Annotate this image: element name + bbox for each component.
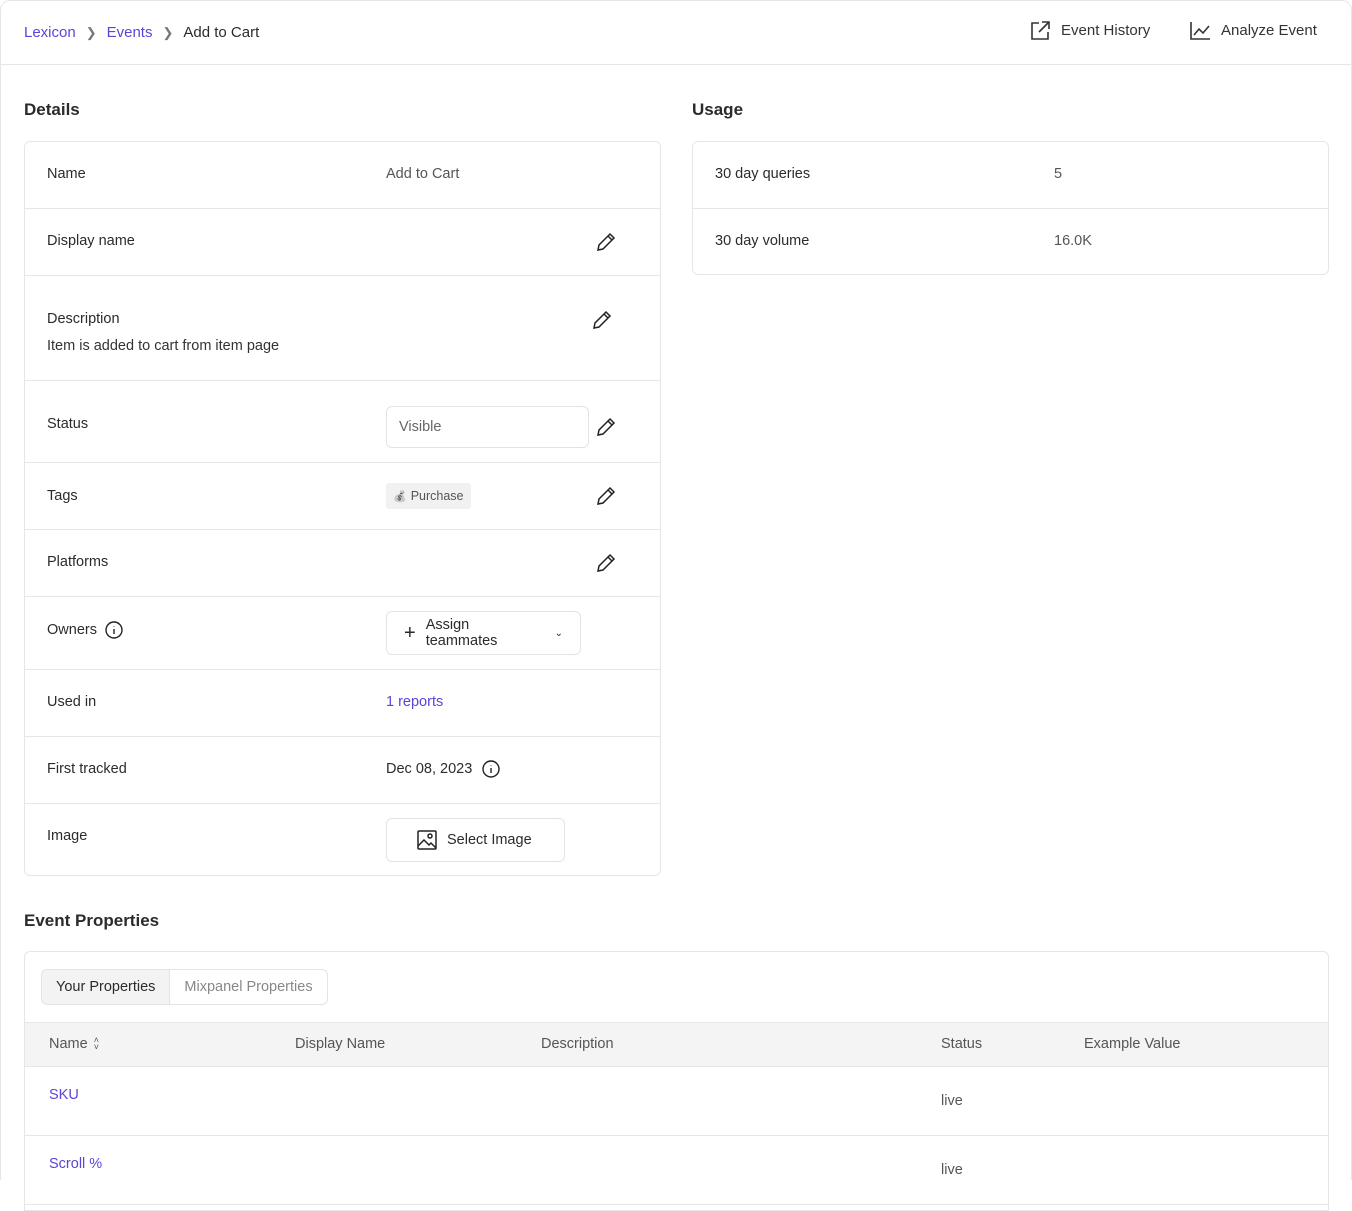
breadcrumb-current: Add to Cart (183, 24, 260, 41)
used-in-label: Used in (47, 694, 97, 710)
volume-value: 16.0K (1054, 233, 1092, 249)
properties-tabs: Your Properties Mixpanel Properties (41, 969, 328, 1005)
image-label: Image (47, 828, 88, 844)
event-properties-card: Your Properties Mixpanel Properties Name… (24, 951, 1329, 1211)
name-row: Name Add to Cart (25, 142, 660, 209)
queries-label: 30 day queries (715, 166, 811, 182)
analyze-event-label: Analyze Event (1221, 22, 1317, 39)
tags-row: Tags 💰 Purchase (25, 463, 660, 530)
chevron-right-icon: ❯ (162, 24, 174, 40)
plus-icon: + (404, 621, 416, 644)
usage-heading: Usage (692, 100, 744, 119)
assign-teammates-button[interactable]: + Assign teammates ⌄ (386, 611, 581, 655)
property-name-link[interactable]: Scroll % (49, 1156, 103, 1172)
display-name-label: Display name (47, 233, 135, 249)
column-status: Status (941, 1036, 983, 1052)
status-field[interactable]: Visible (386, 406, 589, 448)
header: Lexicon ❯ Events ❯ Add to Cart Event His… (0, 0, 1352, 65)
tags-label: Tags (47, 488, 78, 504)
sort-icon: ˄ ˅ (93, 1035, 99, 1052)
reports-link[interactable]: 1 reports (386, 694, 444, 710)
money-bag-icon: 💰 (393, 490, 407, 503)
usage-card: 30 day queries 5 30 day volume 16.0K (692, 141, 1329, 275)
column-name[interactable]: Name ˄ ˅ (49, 1035, 99, 1053)
column-example-value: Example Value (1084, 1036, 1181, 1052)
external-link-icon (1031, 21, 1050, 40)
tab-mixpanel-properties[interactable]: Mixpanel Properties (184, 979, 313, 995)
column-description: Description (541, 1036, 614, 1052)
image-icon (417, 830, 437, 850)
display-name-row: Display name (25, 209, 660, 276)
assign-label: Assign teammates (425, 617, 498, 649)
info-icon[interactable] (482, 760, 500, 778)
tag-label: Purchase (410, 489, 464, 503)
details-card: Name Add to Cart Display name Descriptio… (24, 141, 661, 876)
platforms-row: Platforms (25, 530, 660, 597)
description-value: Item is added to cart from item page (47, 338, 280, 354)
select-image-label: Select Image (447, 832, 532, 848)
tab-your-properties[interactable]: Your Properties (42, 970, 171, 1004)
event-properties-heading: Event Properties (24, 911, 160, 930)
tag-purchase: 💰 Purchase (386, 483, 471, 509)
event-history-button[interactable]: Event History (1030, 20, 1150, 41)
table-header: Name ˄ ˅ Display Name Description Status … (25, 1022, 1328, 1067)
select-image-button[interactable]: Select Image (386, 818, 565, 862)
chevron-down-icon: ⌄ (554, 627, 563, 639)
queries-value: 5 (1054, 166, 1063, 182)
first-tracked-label: First tracked (47, 761, 127, 777)
breadcrumb-events[interactable]: Events (106, 24, 153, 41)
column-display-name: Display Name (295, 1036, 386, 1052)
pencil-icon[interactable] (595, 552, 617, 574)
description-label: Description (47, 311, 120, 327)
volume-label: 30 day volume (715, 233, 810, 249)
property-name-link[interactable]: SKU (49, 1087, 79, 1103)
event-history-label: Event History (1061, 22, 1151, 39)
description-row: Description Item is added to cart from i… (25, 276, 660, 381)
table-row: Scroll % live (25, 1136, 1328, 1205)
breadcrumb: Lexicon ❯ Events ❯ Add to Cart (24, 24, 259, 41)
column-name-label: Name (49, 1036, 88, 1052)
info-icon[interactable] (105, 621, 123, 639)
table-row: SKU live (25, 1067, 1328, 1136)
owners-label: Owners (47, 622, 97, 638)
line-chart-icon (1190, 22, 1210, 40)
property-status: live (941, 1162, 963, 1178)
status-row: Status Visible (25, 381, 660, 463)
pencil-icon[interactable] (595, 231, 617, 253)
volume-row: 30 day volume 16.0K (693, 209, 1328, 275)
platforms-label: Platforms (47, 554, 109, 570)
owners-label-group: Owners (47, 621, 123, 639)
name-label: Name (47, 166, 86, 182)
pencil-icon[interactable] (595, 416, 617, 438)
property-status: live (941, 1093, 963, 1109)
chevron-right-icon: ❯ (85, 24, 97, 40)
first-tracked-value: Dec 08, 2023 (386, 761, 473, 777)
image-row: Image Select Image (25, 804, 660, 877)
details-heading: Details (24, 100, 80, 119)
pencil-icon[interactable] (595, 485, 617, 507)
owners-row: Owners + Assign teammates ⌄ (25, 597, 660, 670)
first-tracked-group: Dec 08, 2023 (386, 760, 500, 778)
used-in-row: Used in 1 reports (25, 670, 660, 737)
analyze-event-button[interactable]: Analyze Event (1189, 20, 1317, 41)
name-value: Add to Cart (386, 166, 460, 182)
pencil-icon[interactable] (591, 309, 613, 331)
breadcrumb-lexicon[interactable]: Lexicon (24, 24, 76, 41)
first-tracked-row: First tracked Dec 08, 2023 (25, 737, 660, 804)
queries-row: 30 day queries 5 (693, 142, 1328, 209)
status-label: Status (47, 416, 89, 432)
